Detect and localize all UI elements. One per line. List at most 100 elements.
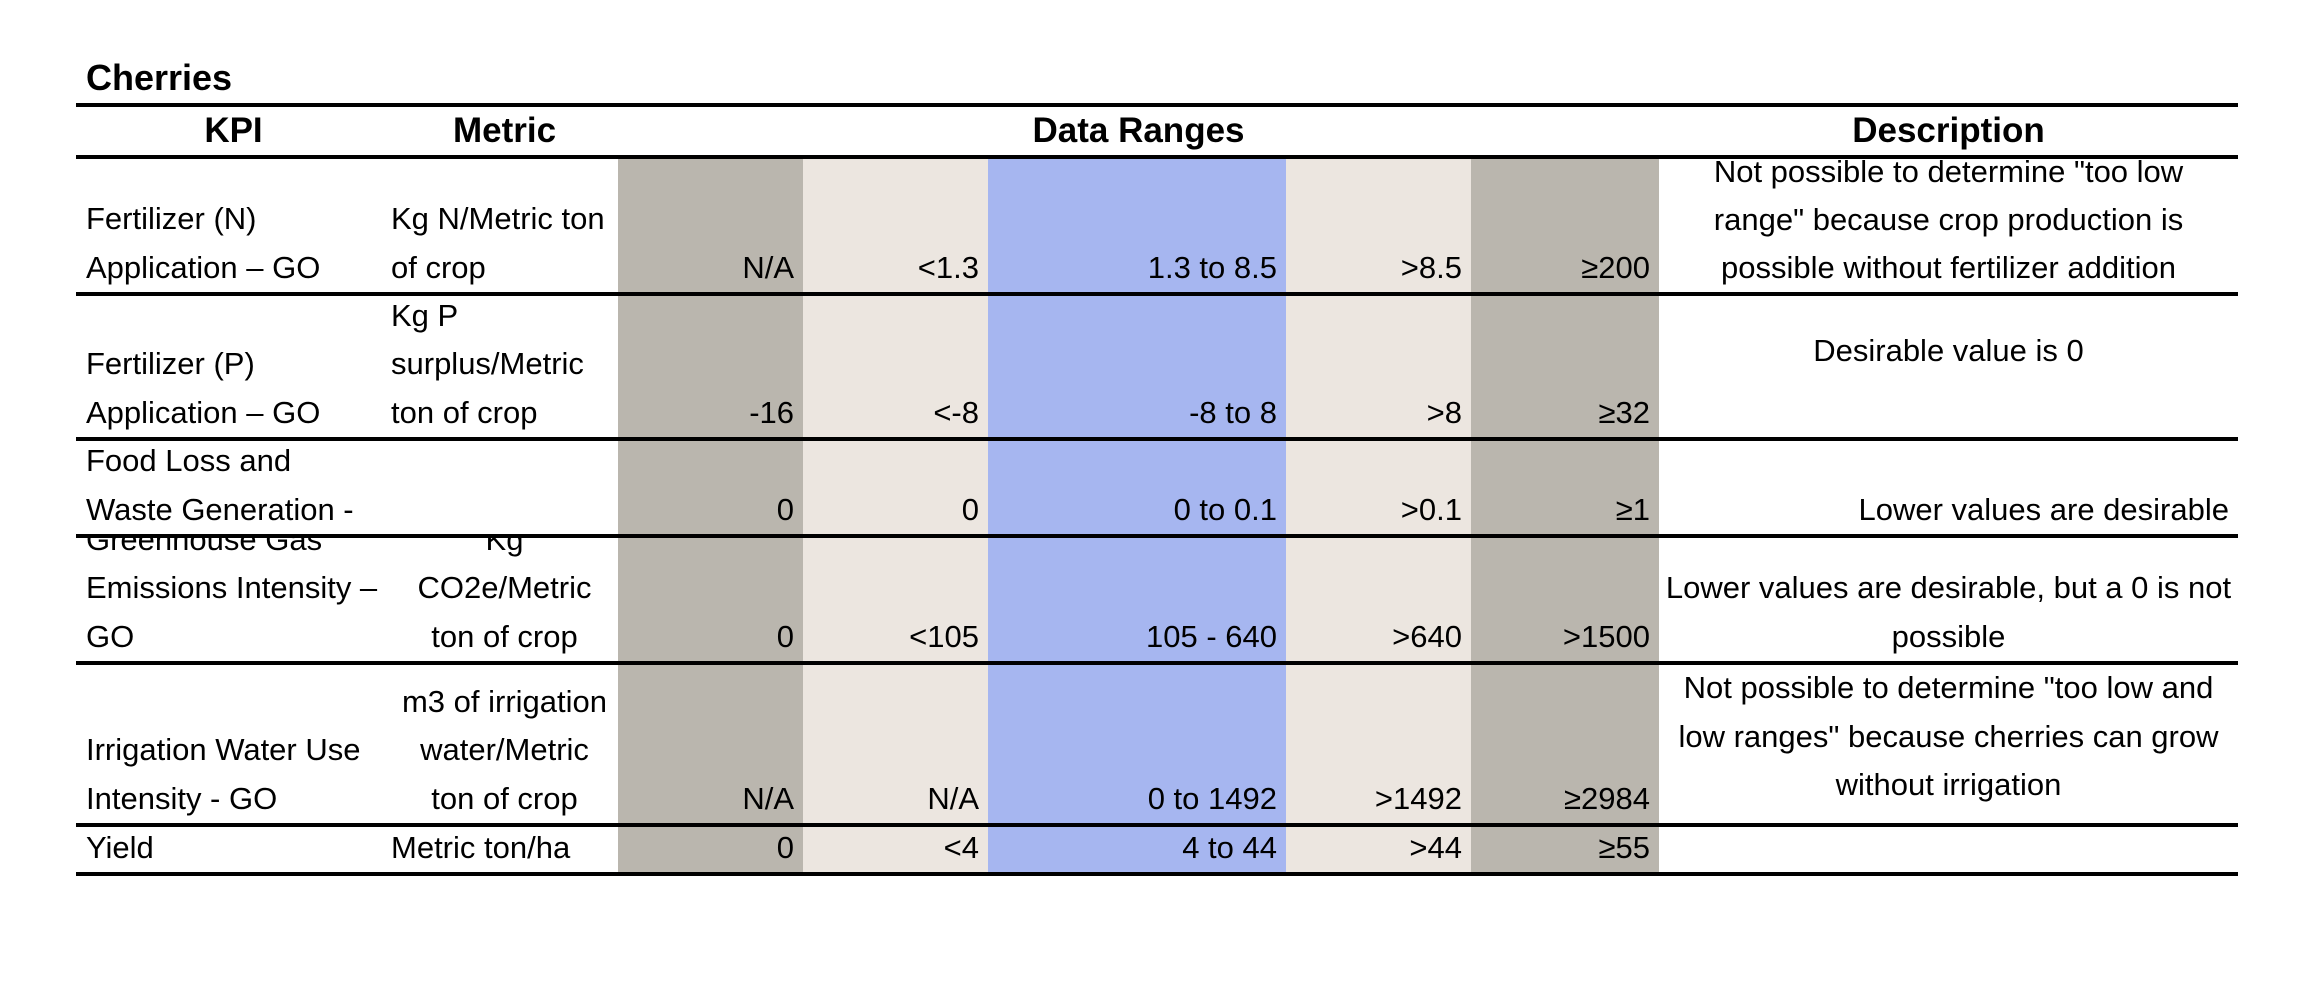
range-low-text: <105 <box>909 618 979 654</box>
range-low-value: <4 <box>803 827 988 872</box>
description-cell-line: range" because crop production is <box>1713 202 2184 237</box>
kpi-cell-line: Yield <box>86 829 154 865</box>
row-divider <box>76 534 2238 538</box>
range-too-low-text: 0 <box>776 618 794 654</box>
range-high-value: >1492 <box>1286 665 1471 823</box>
row-divider <box>76 823 2238 827</box>
range-too-high-value: ≥32 <box>1471 296 1659 437</box>
kpi-cell-line: Emissions Intensity – <box>86 570 378 605</box>
sheet-title: Cherries <box>86 57 233 98</box>
description-cell-line: Lower values are desirable, but a 0 is n… <box>1665 570 2232 605</box>
range-too-high-value: ≥55 <box>1471 827 1659 872</box>
table-row: Food Loss and Waste Generation - 0 0 0 to 0.… <box>0 441 2314 534</box>
kpi-cell-line: Irrigation Water Use <box>86 732 361 767</box>
metric-cell-line: of crop <box>391 249 486 285</box>
range-high-text: >640 <box>1392 618 1462 654</box>
description-cell: Not possible to determine "too low and lo… <box>1659 665 2238 823</box>
row-divider <box>76 661 2238 665</box>
range-too-high-text: ≥1 <box>1615 491 1650 527</box>
kpi-cell-line: Application – GO <box>86 249 321 285</box>
range-low-text: N/A <box>927 780 979 816</box>
table-bottom-rule <box>76 872 2238 876</box>
range-band-too-high <box>1471 158 1659 872</box>
range-too-low-value: N/A <box>618 159 803 292</box>
metric-cell-line: CO2e/Metric <box>417 570 592 605</box>
header-description: Description <box>1852 111 2045 150</box>
range-high-value: >8.5 <box>1286 159 1471 292</box>
range-low-text: <4 <box>943 829 979 865</box>
metric-cell-line: ton of crop <box>391 394 538 430</box>
range-too-high-text: ≥200 <box>1581 249 1650 285</box>
table-row: Fertilizer (N) Application – GO Kg N/Metri… <box>0 154 2314 292</box>
description-cell: Lower values are desirable, but a 0 is n… <box>1659 538 2238 661</box>
range-too-low-text: N/A <box>742 249 794 285</box>
metric-cell <box>391 441 618 534</box>
range-desirable-value: 105 - 640 <box>988 538 1286 661</box>
description-cell-line: Lower values are desirable <box>1858 491 2230 527</box>
metric-cell: Kg CO2e/Metric ton of crop <box>391 538 618 661</box>
metric-cell-line: Kg N/Metric ton <box>391 201 605 236</box>
description-cell-line: possible <box>1891 618 2006 654</box>
kpi-cell-line: Waste Generation - <box>86 491 354 527</box>
range-too-high-text: >1500 <box>1562 618 1650 654</box>
kpi-cell-line: Intensity - GO <box>86 780 278 816</box>
range-band-too-low <box>618 158 803 872</box>
range-desirable-value: 0 to 0.1 <box>988 441 1286 534</box>
kpi-cell-line: GO <box>86 618 135 654</box>
range-desirable-text: 1.3 to 8.5 <box>1147 249 1277 285</box>
metric-cell: m3 of irrigation water/Metric ton of crop <box>391 665 618 823</box>
range-high-value: >640 <box>1286 538 1471 661</box>
range-desirable-text: 0 to 1492 <box>1147 780 1277 816</box>
range-high-value: >44 <box>1286 827 1471 872</box>
range-high-text: >44 <box>1409 829 1462 865</box>
kpi-cell: Food Loss and Waste Generation - <box>86 441 386 534</box>
table-top-rule <box>76 103 2238 107</box>
range-too-low-text: 0 <box>776 829 794 865</box>
range-band-low <box>803 158 988 872</box>
range-desirable-text: 4 to 44 <box>1182 829 1277 865</box>
range-low-value: 0 <box>803 441 988 534</box>
range-too-low-value: N/A <box>618 665 803 823</box>
range-band-desirable <box>988 158 1286 872</box>
range-too-low-value: 0 <box>618 827 803 872</box>
kpi-cell: Greenhouse Gas Emissions Intensity – GO <box>86 538 386 661</box>
kpi-cell: Yield <box>86 827 386 872</box>
header-metric: Metric <box>452 111 557 150</box>
range-too-low-value: -16 <box>618 296 803 437</box>
range-low-text: <-8 <box>933 394 979 430</box>
row-divider <box>76 292 2238 296</box>
range-high-value: >8 <box>1286 296 1471 437</box>
description-cell-line: Desirable value is 0 <box>1813 333 2084 369</box>
range-desirable-text: 105 - 640 <box>1146 618 1277 654</box>
description-cell-line: Not possible to determine "too low and <box>1683 670 2214 706</box>
kpi-cell-line: Greenhouse Gas <box>86 538 323 557</box>
range-too-high-value: ≥200 <box>1471 159 1659 292</box>
table-row: Fertilizer (P) Application – GO Kg P surplu… <box>0 296 2314 437</box>
range-too-high-text: ≥55 <box>1598 829 1651 865</box>
metric-cell-line: m3 of irrigation <box>401 683 608 719</box>
kpi-cell-line: Fertilizer (N) <box>86 201 257 236</box>
description-cell: Desirable value is 0 <box>1659 296 2238 437</box>
row-divider <box>76 437 2238 441</box>
metric-cell-line: Metric ton/ha <box>391 829 571 865</box>
range-too-high-value: ≥2984 <box>1471 665 1659 823</box>
metric-cell-line: water/Metric <box>420 732 589 767</box>
range-too-low-value: 0 <box>618 538 803 661</box>
range-desirable-value: 4 to 44 <box>988 827 1286 872</box>
description-cell-line: possible without fertilizer addition <box>1721 250 2176 285</box>
description-cell: Lower values are desirable <box>1659 441 2238 534</box>
range-too-high-text: ≥2984 <box>1564 780 1650 816</box>
table-row: Greenhouse Gas Emissions Intensity – GO Kg C… <box>0 538 2314 661</box>
description-cell <box>1659 827 2238 872</box>
range-low-text: 0 <box>961 491 979 527</box>
range-desirable-value: 0 to 1492 <box>988 665 1286 823</box>
range-too-high-text: ≥32 <box>1598 394 1651 430</box>
header-kpi: KPI <box>204 111 263 150</box>
description-cell-line: without irrigation <box>1835 767 2062 803</box>
metric-cell-line: Kg <box>485 538 524 557</box>
range-low-value: <105 <box>803 538 988 661</box>
range-too-high-value: ≥1 <box>1471 441 1659 534</box>
range-low-value: <-8 <box>803 296 988 437</box>
range-low-value: N/A <box>803 665 988 823</box>
range-too-high-value: >1500 <box>1471 538 1659 661</box>
